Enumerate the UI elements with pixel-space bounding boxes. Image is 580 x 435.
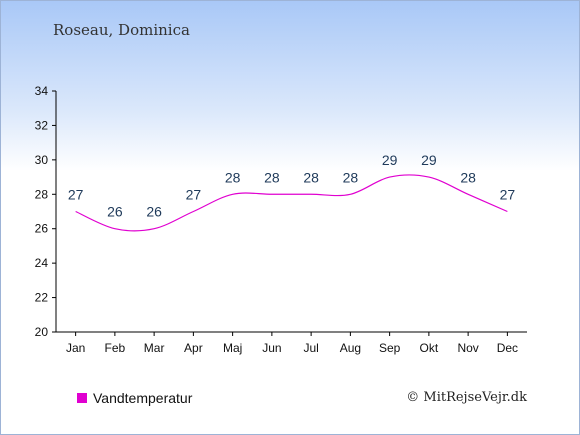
legend-label: Vandtemperatur bbox=[93, 390, 193, 406]
series-line bbox=[75, 174, 508, 232]
x-tick-label: Jul bbox=[303, 341, 318, 355]
data-label: 26 bbox=[107, 204, 123, 220]
y-tick-label: 24 bbox=[35, 256, 49, 270]
y-tick-label: 22 bbox=[35, 291, 49, 305]
data-label: 28 bbox=[460, 169, 476, 185]
y-tick-label: 26 bbox=[35, 222, 49, 236]
x-tick-label: Mar bbox=[144, 341, 165, 355]
y-tick-label: 30 bbox=[35, 153, 49, 167]
data-label: 27 bbox=[186, 187, 202, 203]
data-label: 28 bbox=[303, 169, 319, 185]
y-tick-label: 28 bbox=[35, 187, 49, 201]
x-tick-label: Okt bbox=[420, 341, 439, 355]
x-tick-label: Jan bbox=[66, 341, 85, 355]
x-tick-label: Sep bbox=[379, 341, 401, 355]
x-tick-label: Feb bbox=[105, 341, 126, 355]
x-tick-label: Dec bbox=[497, 341, 518, 355]
x-tick-label: Jun bbox=[262, 341, 281, 355]
data-label: 27 bbox=[500, 187, 516, 203]
data-label: 28 bbox=[264, 169, 280, 185]
legend: Vandtemperatur bbox=[77, 390, 192, 406]
y-tick-label: 20 bbox=[35, 325, 49, 339]
data-label: 26 bbox=[146, 204, 162, 220]
y-tick-label: 34 bbox=[35, 84, 49, 98]
x-tick-label: Apr bbox=[184, 341, 203, 355]
data-label: 29 bbox=[421, 152, 437, 168]
credit-text: © MitRejseVejr.dk bbox=[406, 390, 527, 405]
data-label: 28 bbox=[343, 169, 359, 185]
x-tick-label: Nov bbox=[457, 341, 478, 355]
data-label: 28 bbox=[225, 169, 241, 185]
data-label: 29 bbox=[382, 152, 398, 168]
x-tick-label: Maj bbox=[223, 341, 242, 355]
y-tick-label: 32 bbox=[35, 118, 49, 132]
data-label: 27 bbox=[68, 187, 84, 203]
legend-swatch bbox=[77, 393, 87, 403]
chart-title: Roseau, Dominica bbox=[53, 21, 190, 39]
x-tick-label: Aug bbox=[340, 341, 361, 355]
